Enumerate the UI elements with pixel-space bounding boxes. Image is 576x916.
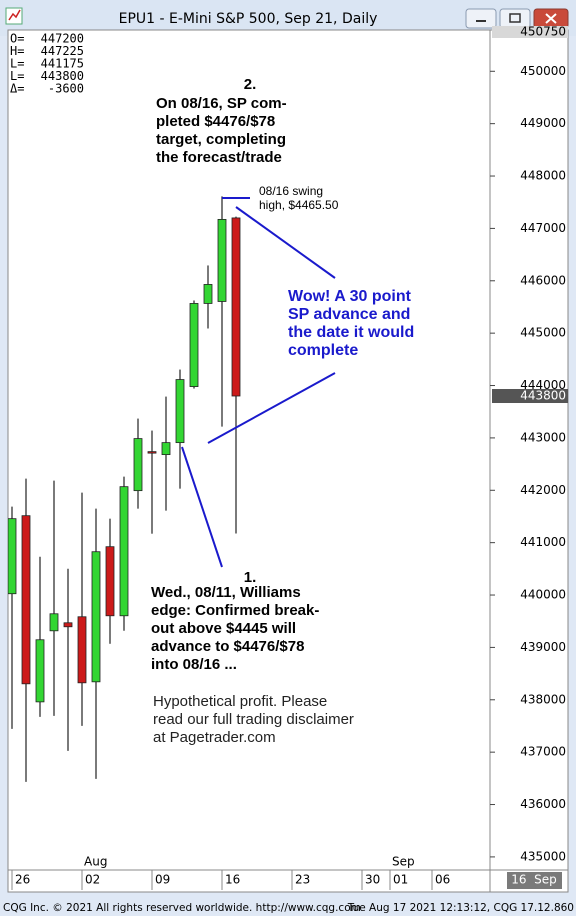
readout-label: O= [10,32,24,46]
readout-label: L= [10,57,24,71]
range-top-label: 450750 [520,25,566,39]
y-tick-label: 438000 [520,692,566,706]
candle-body [8,518,17,595]
annotations: 2. On 08/16, SP com- pleted $4476/$78 ta… [151,76,414,746]
candle-body [217,218,227,302]
swing-note: 08/16 swing [259,184,323,198]
y-tick-label: 435000 [520,849,566,863]
candle-body [161,442,171,456]
readout-label: H= [10,44,24,58]
candle-body [203,284,213,304]
y-tick-label: 450000 [520,64,566,78]
chart-area [7,29,569,893]
y-tick-label: 447000 [520,221,566,235]
y-tick-label: 449000 [520,116,566,130]
candle-body [189,303,199,387]
y-tick-label: 441000 [520,535,566,549]
x-tick-label: 01 [393,873,408,887]
current-period: 16 Sep [511,873,557,887]
disclaimer: read our full trading disclaimer [153,711,354,728]
x-tick-label: 30 [365,873,380,887]
y-tick-label: 445000 [520,326,566,340]
y-tick-label: 439000 [520,640,566,654]
y-tick-label: 442000 [520,483,566,497]
y-tick-label: 446000 [520,273,566,287]
note-number: 1. [244,569,257,586]
note-line: target, completing [156,131,286,148]
candle-body [133,438,143,492]
y-tick-label: 443000 [520,430,566,444]
note-line: the forecast/trade [156,149,282,166]
highlight-note: complete [288,342,358,359]
last-price-box [492,389,568,404]
y-tick-label: 436000 [520,797,566,811]
candle-body [35,639,45,703]
x-tick-label: 06 [435,873,450,887]
y-tick-label: 440000 [520,588,566,602]
highlight-note: Wow! A 30 point [288,288,412,305]
note-line: Wed., 08/11, Williams [151,584,301,601]
candle-body [147,451,157,454]
x-tick-label: 23 [295,873,310,887]
note-line: On 08/16, SP com- [156,95,287,112]
readout-value: 447225 [41,44,84,58]
candle-body [105,546,115,617]
highlight-note: the date it would [288,324,414,341]
note-line: pleted $4476/$78 [156,113,275,130]
candle-body [77,616,87,684]
candle-body [21,515,31,685]
footer-timestamp: Tue Aug 17 2021 12:13:12, CQG 17.12.860 [347,902,574,914]
minimize-button[interactable] [465,8,497,29]
note-line: edge: Confirmed break- [151,602,319,619]
current-period-box [507,872,562,889]
candle-body [119,486,129,617]
disclaimer: Hypothetical profit. Please [153,693,327,710]
x-tick-label: 26 [15,873,30,887]
y-tick-label: 448000 [520,169,566,183]
note-line: advance to $4476/$78 [151,638,304,655]
note-line: into 08/16 ... [151,656,237,673]
candle-body [63,622,73,628]
readout-value: 443800 [41,69,84,83]
readout-label: Δ= [10,82,24,96]
readout-value: 441175 [41,57,84,71]
readout-value: 447200 [41,32,84,46]
candle-body [231,217,241,397]
candle-body [175,379,185,444]
month-label: Sep [392,855,415,869]
month-label: Aug [84,855,107,869]
footer-copyright: CQG Inc. © 2021 All rights reserved worl… [3,902,361,914]
candle-body [49,613,59,632]
x-tick-label: 16 [225,873,240,887]
y-tick-label: 437000 [520,745,566,759]
range-top-box [492,26,568,38]
candle-body [91,551,101,683]
swing-note: high, $4465.50 [259,198,339,212]
y-tick-label: 444000 [520,378,566,392]
window-title: EPU1 - E-Mini S&P 500, Sep 21, Daily [119,11,378,27]
x-tick-label: 02 [85,873,100,887]
highlight-note: SP advance and [288,306,410,323]
note-line: out above $4445 will [151,620,296,637]
x-tick-label: 09 [155,873,170,887]
readout-value: -3600 [48,82,84,96]
readout-label: L= [10,69,24,83]
last-price-label: 443800 [520,389,566,403]
note-number: 2. [244,76,257,93]
disclaimer: at Pagetrader.com [153,729,276,746]
